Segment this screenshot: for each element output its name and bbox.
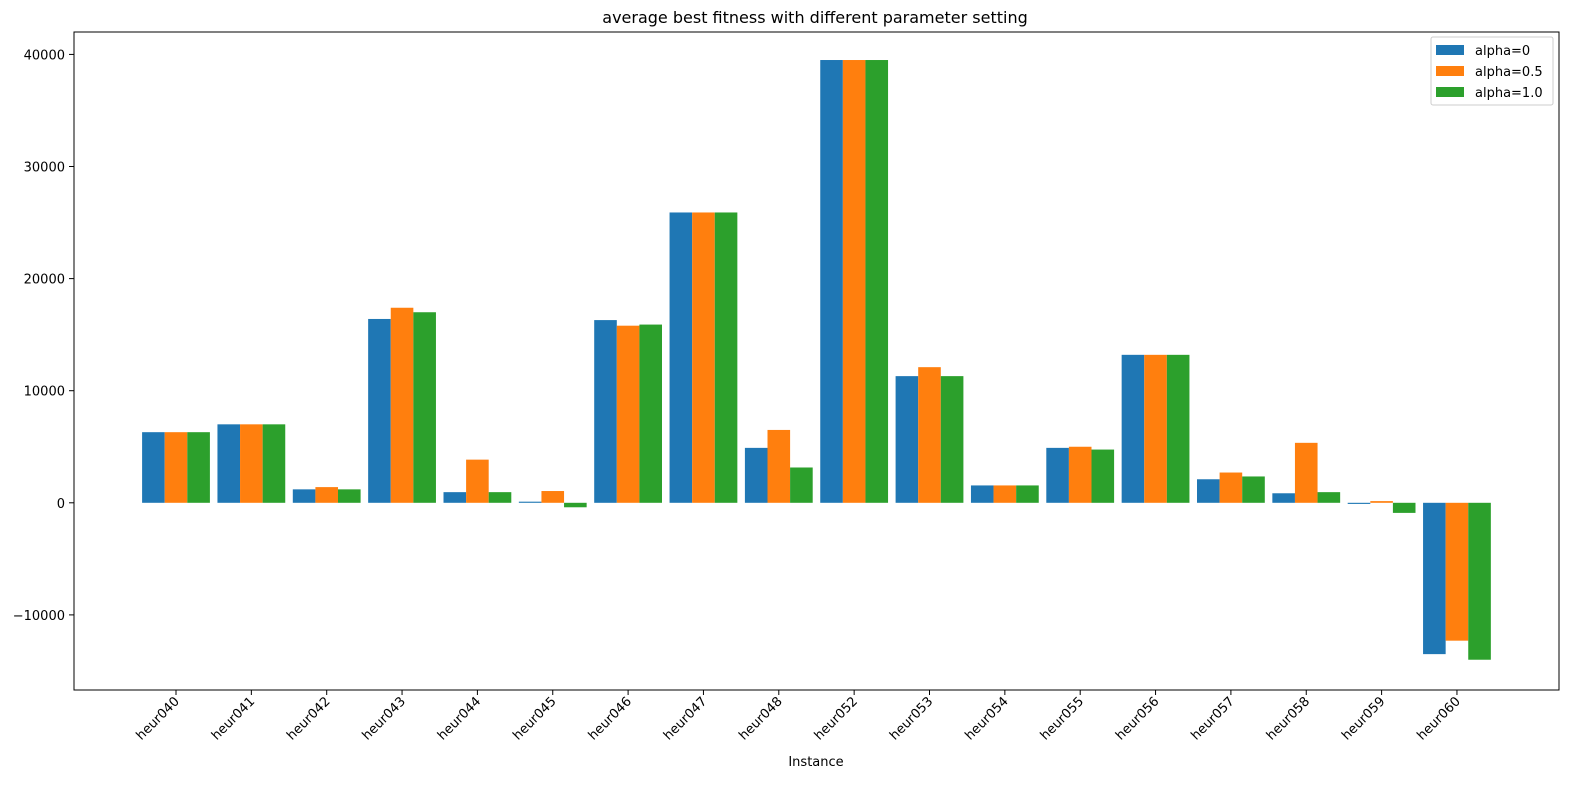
x-tick-label: heur059 — [1339, 694, 1388, 743]
x-tick-label: heur040 — [134, 694, 183, 743]
x-axis: heur040 heur041 heur042 heur043 heur044 heur0… — [134, 690, 1464, 743]
bar-heur055-series-1 — [1068, 446, 1092, 503]
y-tick-label: 20000 — [24, 273, 65, 288]
bar-heur059-series-1 — [1370, 501, 1393, 503]
y-axis: −10000 0 10000 20000 30000 40000 — [13, 48, 74, 624]
y-tick-label: 0 — [57, 497, 65, 512]
bar-heur056-series-0 — [1121, 354, 1145, 503]
x-tick-label: heur041 — [209, 694, 258, 743]
bar-heur043-series-0 — [368, 318, 391, 503]
x-tick-label: heur046 — [586, 694, 635, 743]
bar-heur054-series-0 — [970, 485, 994, 503]
y-tick-label: −10000 — [13, 609, 65, 624]
bar-heur057-series-1 — [1219, 472, 1243, 503]
bar-heur056-series-2 — [1166, 354, 1190, 503]
bar-heur060-series-0 — [1423, 502, 1446, 655]
bar-heur047-series-2 — [714, 212, 738, 503]
bar-heur043-series-2 — [413, 312, 436, 503]
bar-heur041-series-0 — [217, 424, 241, 503]
bar-heur040-series-1 — [164, 432, 188, 503]
bar-heur060-series-2 — [1468, 502, 1491, 660]
x-tick-label: heur058 — [1264, 694, 1313, 743]
bar-heur048-series-2 — [790, 467, 813, 503]
y-tick-label: 30000 — [24, 161, 65, 176]
x-tick-label: heur043 — [360, 694, 409, 743]
bar-heur042-series-1 — [315, 487, 338, 503]
bar-heur053-series-0 — [895, 376, 919, 503]
bar-heur058-series-2 — [1317, 492, 1341, 503]
bar-heur042-series-2 — [338, 489, 361, 503]
bar-heur046-series-2 — [639, 324, 662, 503]
bar-heur057-series-0 — [1197, 479, 1220, 503]
bar-heur054-series-2 — [1016, 485, 1039, 503]
x-tick-label: heur054 — [962, 694, 1011, 743]
bar-heur040-series-2 — [187, 432, 210, 503]
chart-title: average best fitness with different para… — [602, 8, 1027, 27]
bar-heur043-series-1 — [390, 307, 414, 503]
bar-heur047-series-0 — [669, 212, 693, 503]
bar-heur048-series-1 — [767, 429, 791, 503]
y-tick-label: 40000 — [24, 48, 65, 63]
x-tick-label: heur053 — [887, 694, 936, 743]
x-tick-label: heur047 — [661, 694, 710, 743]
bar-heur058-series-1 — [1294, 442, 1318, 503]
bar-heur047-series-1 — [692, 212, 715, 503]
bar-heur056-series-1 — [1144, 354, 1167, 503]
bar-heur045-series-0 — [518, 501, 542, 503]
bar-heur055-series-2 — [1091, 449, 1115, 503]
legend-swatch — [1436, 45, 1464, 55]
legend: alpha=0 alpha=0.5 alpha=1.0 — [1430, 36, 1554, 106]
bar-heur059-series-2 — [1392, 502, 1416, 513]
bar-heur045-series-2 — [564, 502, 587, 508]
bar-heur040-series-0 — [142, 432, 165, 503]
bar-heur058-series-0 — [1272, 493, 1295, 503]
legend-label: alpha=1.0 — [1475, 86, 1543, 101]
legend-swatch — [1436, 66, 1464, 76]
x-tick-label: heur055 — [1038, 694, 1087, 743]
bar-heur059-series-0 — [1347, 502, 1371, 504]
bar-heur060-series-1 — [1445, 502, 1469, 641]
legend-label: alpha=0 — [1475, 44, 1530, 59]
legend-swatch — [1436, 87, 1464, 97]
x-tick-label: heur057 — [1188, 694, 1237, 743]
bar-heur045-series-1 — [541, 491, 565, 503]
bar-heur053-series-2 — [940, 376, 964, 503]
bar-heur046-series-0 — [594, 320, 617, 503]
y-tick-label: 10000 — [24, 385, 65, 400]
x-tick-label: heur045 — [510, 694, 559, 743]
x-tick-label: heur060 — [1415, 694, 1464, 743]
legend-label: alpha=0.5 — [1475, 65, 1543, 80]
bar-heur055-series-0 — [1046, 447, 1069, 503]
bar-heur044-series-2 — [488, 492, 512, 503]
bar-heur048-series-0 — [744, 447, 768, 503]
x-tick-label: heur044 — [435, 694, 484, 743]
bar-heur052-series-1 — [842, 60, 866, 503]
bars-layer — [142, 60, 1491, 660]
bar-heur041-series-2 — [262, 424, 286, 503]
bar-heur044-series-1 — [466, 459, 489, 503]
bar-heur053-series-1 — [918, 367, 941, 503]
bar-heur042-series-0 — [292, 489, 316, 503]
x-tick-label: heur048 — [736, 694, 785, 743]
bar-heur057-series-2 — [1242, 476, 1265, 503]
bar-heur052-series-0 — [820, 60, 843, 503]
bar-heur054-series-1 — [993, 485, 1017, 503]
bar-heur046-series-1 — [616, 325, 640, 503]
x-axis-label: Instance — [788, 755, 843, 770]
bar-heur052-series-2 — [865, 60, 889, 503]
x-tick-label: heur042 — [284, 694, 333, 743]
bar-heur041-series-1 — [240, 424, 263, 503]
x-tick-label: heur056 — [1113, 694, 1162, 743]
x-tick-label: heur052 — [812, 694, 861, 743]
bar-heur044-series-0 — [443, 492, 467, 503]
plot-frame — [73, 31, 1560, 691]
